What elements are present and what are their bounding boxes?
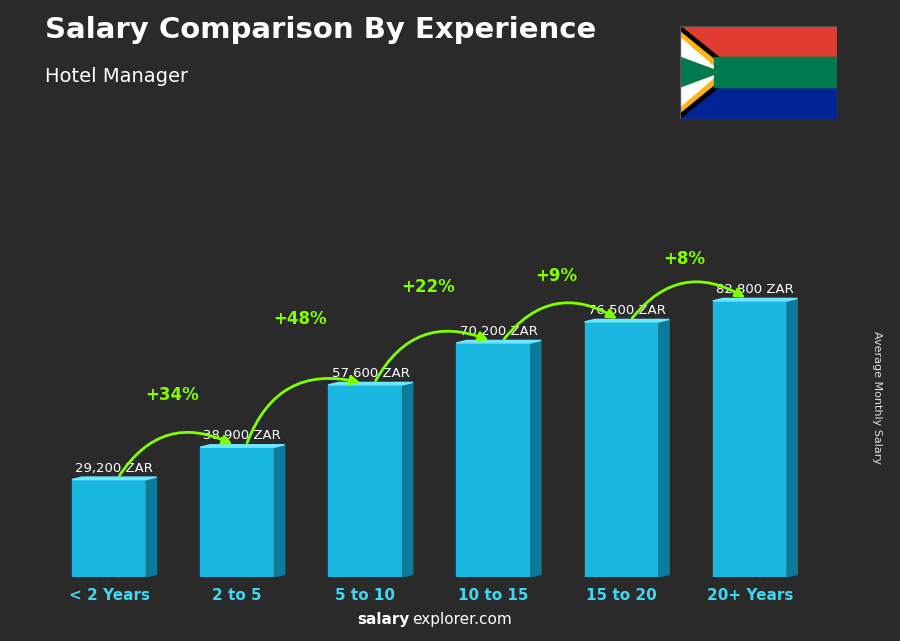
Polygon shape [680,57,837,87]
Text: salary: salary [357,612,410,627]
Polygon shape [680,31,729,113]
Bar [328,385,402,577]
Text: Hotel Manager: Hotel Manager [45,67,188,87]
Text: 29,200 ZAR: 29,200 ZAR [76,462,153,474]
Polygon shape [402,383,413,577]
Polygon shape [328,383,413,385]
Polygon shape [146,477,157,577]
Polygon shape [680,57,720,87]
Text: +8%: +8% [663,249,706,267]
Text: +22%: +22% [401,278,455,296]
Text: 38,900 ZAR: 38,900 ZAR [203,429,281,442]
Polygon shape [274,445,284,577]
Polygon shape [72,477,157,479]
Text: 57,600 ZAR: 57,600 ZAR [331,367,410,380]
Text: 82,800 ZAR: 82,800 ZAR [716,283,794,296]
Polygon shape [787,299,797,577]
Text: +34%: +34% [145,386,199,404]
Polygon shape [456,340,541,343]
Bar [200,447,274,577]
Polygon shape [531,340,541,577]
Text: explorer.com: explorer.com [412,612,512,627]
Polygon shape [584,319,669,322]
Polygon shape [680,26,737,119]
Text: +9%: +9% [536,267,578,285]
Polygon shape [659,319,669,577]
Bar [584,322,659,577]
Polygon shape [680,37,720,107]
Polygon shape [680,72,837,119]
Text: Salary Comparison By Experience: Salary Comparison By Experience [45,16,596,44]
Polygon shape [714,57,837,87]
Text: 76,500 ZAR: 76,500 ZAR [588,304,666,317]
Text: +48%: +48% [274,310,327,328]
Bar [713,301,787,577]
Polygon shape [200,445,284,447]
Text: Average Monthly Salary: Average Monthly Salary [872,331,883,464]
Polygon shape [713,299,797,301]
Polygon shape [680,26,837,72]
Text: 70,200 ZAR: 70,200 ZAR [460,325,537,338]
Bar [456,343,531,577]
Bar [72,479,146,577]
